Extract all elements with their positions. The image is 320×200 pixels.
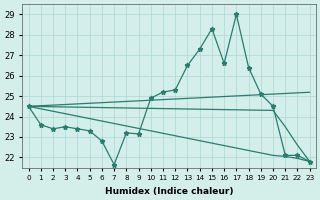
X-axis label: Humidex (Indice chaleur): Humidex (Indice chaleur) xyxy=(105,187,233,196)
